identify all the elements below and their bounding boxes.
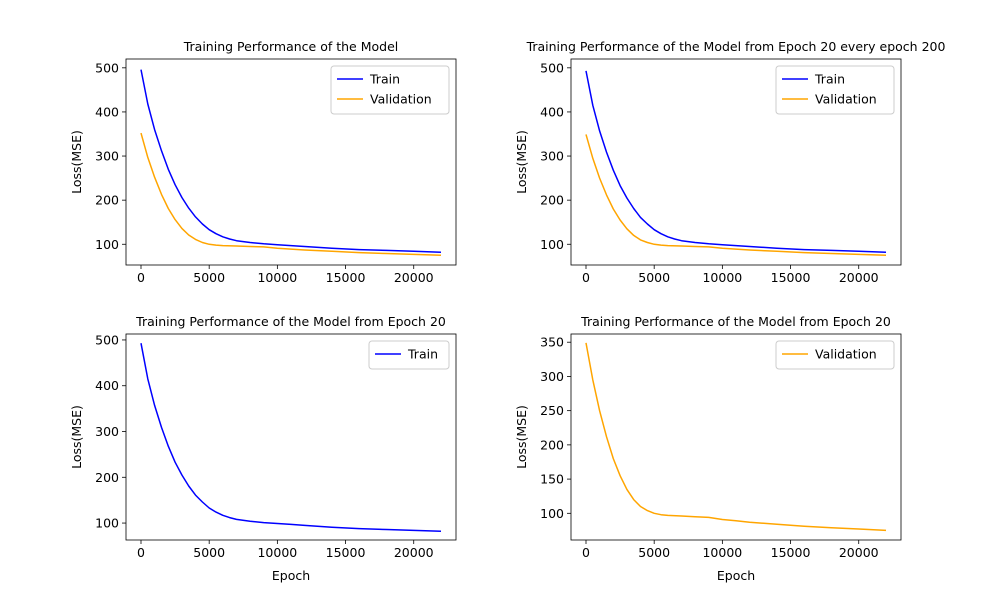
- legend: Train: [368, 340, 450, 370]
- x-tick-label: 0: [582, 545, 590, 560]
- y-tick-label: 500: [95, 332, 119, 347]
- legend-label-validation: Validation: [815, 347, 877, 362]
- y-tick-label: 100: [95, 516, 119, 531]
- x-tick-label: 20000: [394, 545, 434, 560]
- axes-frame: [125, 58, 457, 266]
- y-tick-label: 200: [95, 470, 119, 485]
- y-tick-label: 200: [540, 193, 564, 208]
- x-axis-label: Epoch: [272, 568, 310, 583]
- series-line-validation: [140, 132, 442, 257]
- y-tick-label: 300: [95, 149, 119, 164]
- x-tick-label: 15000: [771, 270, 811, 285]
- legend: Validation: [775, 340, 895, 370]
- x-tick-label: 20000: [839, 545, 879, 560]
- chart-panel-3: 0 5000 10000 15000 20000 100 200 300 400 500 Train…: [69, 314, 457, 583]
- series-line-validation: [585, 134, 887, 257]
- x-tick-label: 10000: [702, 545, 742, 560]
- y-axis-label: Loss(MSE): [69, 130, 84, 194]
- x-tick-label: 5000: [638, 270, 670, 285]
- x-tick-label: 15000: [326, 545, 366, 560]
- chart-panel-2: 0 5000 10000 15000 20000 100 200 300 400 500 Train…: [514, 39, 945, 285]
- x-axis-label: Epoch: [717, 568, 755, 583]
- y-tick-label: 500: [540, 60, 564, 75]
- y-tick-label: 300: [95, 424, 119, 439]
- legend: Train Validation: [330, 65, 450, 115]
- chart-title: Training Performance of the Model: [183, 39, 399, 54]
- y-tick-label: 300: [540, 149, 564, 164]
- series-line-train: [585, 70, 887, 253]
- y-tick-label: 100: [540, 506, 564, 521]
- y-tick-label: 300: [540, 369, 564, 384]
- legend: Train Validation: [775, 65, 895, 115]
- x-tick-label: 10000: [702, 270, 742, 285]
- legend-box: [330, 65, 450, 115]
- y-tick-label: 100: [95, 237, 119, 252]
- y-tick-label: 500: [95, 60, 119, 75]
- y-tick-label: 250: [540, 403, 564, 418]
- series-line-train: [140, 343, 442, 533]
- x-tick-label: 10000: [257, 545, 297, 560]
- x-tick-label: 10000: [257, 270, 297, 285]
- legend-box: [775, 340, 895, 370]
- axes-frame: [125, 333, 457, 541]
- y-tick-label: 100: [540, 237, 564, 252]
- y-axis-label: Loss(MSE): [514, 405, 529, 469]
- legend-label-train: Train: [369, 72, 400, 87]
- x-tick-label: 0: [137, 270, 145, 285]
- chart-title: Training Performance of the Model from E…: [135, 314, 446, 329]
- legend-box: [775, 65, 895, 115]
- y-tick-label: 400: [95, 378, 119, 393]
- y-tick-label: 350: [540, 335, 564, 350]
- x-tick-label: 5000: [193, 270, 225, 285]
- x-tick-label: 0: [582, 270, 590, 285]
- chart-title: Training Performance of the Model from E…: [526, 39, 946, 54]
- x-tick-label: 5000: [638, 545, 670, 560]
- y-tick-label: 150: [540, 472, 564, 487]
- x-tick-label: 15000: [771, 545, 811, 560]
- legend-label-validation: Validation: [370, 92, 432, 107]
- x-tick-label: 20000: [839, 270, 879, 285]
- y-axis-label: Loss(MSE): [514, 130, 529, 194]
- x-tick-label: 20000: [394, 270, 434, 285]
- legend-label-validation: Validation: [815, 92, 877, 107]
- x-tick-label: 0: [137, 545, 145, 560]
- chart-title: Training Performance of the Model from E…: [580, 314, 891, 329]
- y-tick-label: 200: [540, 437, 564, 452]
- x-tick-label: 5000: [193, 545, 225, 560]
- y-tick-label: 400: [540, 104, 564, 119]
- y-tick-label: 200: [95, 193, 119, 208]
- series-line-validation: [585, 342, 887, 532]
- x-tick-label: 15000: [326, 270, 366, 285]
- series-line-train: [140, 69, 442, 253]
- axes-frame: [570, 58, 902, 266]
- y-axis-label: Loss(MSE): [69, 405, 84, 469]
- chart-panel-4: 0 5000 10000 15000 20000 100 150 200 250 300 350 Tr…: [514, 314, 902, 583]
- legend-label-train: Train: [814, 72, 845, 87]
- legend-label-train: Train: [407, 347, 438, 362]
- chart-panel-1: 0 5000 10000 15000 20000 100 200 300 400 500 Train…: [69, 39, 457, 285]
- legend-box: [368, 340, 450, 370]
- axes-frame: [570, 333, 902, 541]
- y-tick-label: 400: [95, 104, 119, 119]
